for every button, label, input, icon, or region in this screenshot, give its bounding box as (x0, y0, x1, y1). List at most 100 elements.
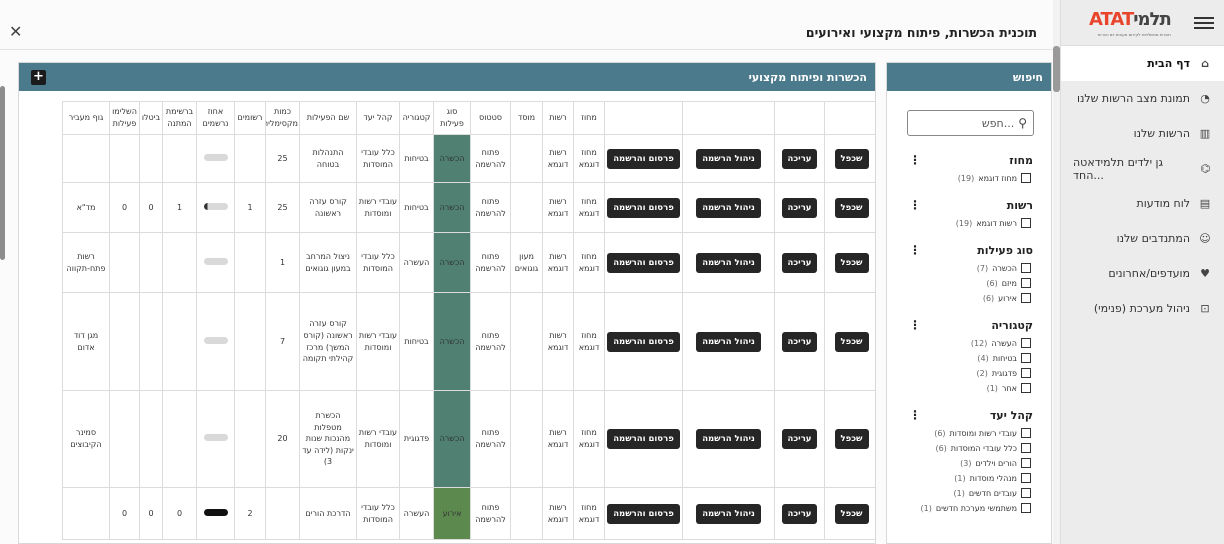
nav-item-users[interactable]: המתנדבים שלנו ☺ (1061, 221, 1224, 256)
more-options-icon[interactable]: ⋮ (909, 408, 921, 422)
cell-name: התנהלות בטוחה (299, 134, 357, 183)
duplicate-button[interactable]: שכפל (834, 503, 869, 524)
edit-button[interactable]: עריכה (781, 148, 818, 169)
duplicate-button[interactable]: שכפל (834, 331, 869, 352)
cell-cancelled (139, 134, 163, 183)
add-button[interactable]: + (31, 69, 46, 85)
cell-cancelled (139, 292, 163, 391)
publish-registration-button[interactable]: פרסום והרשמה (607, 429, 680, 449)
column-header: רשומים (234, 101, 266, 135)
cell-audience: כלל עובדי המוסדות (356, 232, 400, 293)
filter-option[interactable]: הורים וילדים (3) (909, 458, 1031, 468)
filter-option-label: בטיחות (992, 353, 1017, 363)
publish-registration-button[interactable]: פרסום והרשמה (607, 148, 680, 169)
publish-registration-button[interactable]: פרסום והרשמה (607, 252, 680, 273)
filter-checkbox[interactable] (1021, 368, 1031, 378)
filter-option[interactable]: העשרה (12) (909, 338, 1031, 348)
modal-scrollbar[interactable] (0, 86, 5, 260)
filter-option[interactable]: מחוז דוגמא (19) (909, 173, 1031, 183)
publish-registration-button[interactable]: פרסום והרשמה (607, 503, 680, 524)
filter-option[interactable]: עובדים חדשים (1) (909, 488, 1031, 498)
menu-icon[interactable] (1194, 16, 1214, 29)
filter-checkbox[interactable] (1021, 293, 1031, 303)
column-header: שם הפעילות (299, 101, 357, 135)
filter-checkbox[interactable] (1021, 503, 1031, 513)
filter-checkbox[interactable] (1021, 473, 1031, 483)
filter-option[interactable]: עובדי רשות ומוסדות (6) (909, 428, 1031, 438)
filter-option[interactable]: פדגוגית (2) (909, 368, 1031, 378)
filter-checkbox[interactable] (1021, 263, 1031, 273)
duplicate-button[interactable]: שכפל (834, 148, 869, 169)
filter-checkbox[interactable] (1021, 488, 1031, 498)
edit-button[interactable]: עריכה (781, 503, 818, 524)
cell-completed (109, 390, 140, 488)
cell-name: קורס עזרה ראשונה (קורס המשך) מרכז קהילתי… (299, 292, 357, 391)
filter-checkbox[interactable] (1021, 458, 1031, 468)
nav-item-building[interactable]: הרשות שלנו ▥ (1061, 116, 1224, 151)
filter-option[interactable]: אירוע (6) (909, 293, 1031, 303)
edit-button[interactable]: עריכה (781, 197, 818, 218)
registration-progress (196, 390, 235, 488)
cell-authority: רשות דוגמא (542, 182, 574, 233)
nav-item-label: לוח מודעות (1136, 197, 1190, 210)
cell-district: מחוז דוגמא (573, 390, 605, 488)
filter-title: סוג פעילות (977, 244, 1033, 257)
duplicate-button[interactable]: שכפל (834, 429, 869, 449)
close-icon[interactable]: ✕ (9, 22, 23, 41)
edit-button[interactable]: עריכה (781, 252, 818, 273)
edit-button[interactable]: עריכה (781, 429, 818, 449)
nav-item-chart[interactable]: תמונת מצב הרשות שלנו ◔ (1061, 81, 1224, 116)
progress-pill (203, 336, 228, 344)
app-top-bar: ATATתלמי תוכנית ממשלתית לקידום מעונות יו… (1061, 0, 1224, 46)
duplicate-button[interactable]: שכפל (834, 197, 869, 218)
filter-checkbox[interactable] (1021, 218, 1031, 228)
search-input[interactable]: חפש... ⚲ (907, 110, 1034, 136)
filter-option[interactable]: בטיחות (4) (909, 353, 1031, 363)
progress-pill (203, 434, 228, 442)
filter-option-count: (1) (986, 383, 998, 393)
logo[interactable]: ATATתלמי תוכנית ממשלתית לקידום מעונות יו… (1089, 9, 1172, 37)
duplicate-button[interactable]: שכפל (834, 252, 869, 273)
filter-checkbox[interactable] (1021, 443, 1031, 453)
filter-option[interactable]: כלל עובדי המוסדות (6) (909, 443, 1031, 453)
manage-registration-button[interactable]: ניהול הרשמה (696, 252, 761, 273)
cell-cancelled (139, 232, 163, 293)
filter-checkbox[interactable] (1021, 383, 1031, 393)
publish-registration-button[interactable]: פרסום והרשמה (607, 331, 680, 352)
manage-registration-button[interactable]: ניהול הרשמה (696, 503, 761, 524)
manage-registration-button[interactable]: ניהול הרשמה (696, 331, 761, 352)
manage-registration-button[interactable]: ניהול הרשמה (696, 148, 761, 169)
nav-item-home[interactable]: דף הבית ⌂ (1061, 46, 1224, 81)
more-options-icon[interactable]: ⋮ (909, 243, 921, 257)
filter-checkbox[interactable] (1021, 173, 1031, 183)
edit-button[interactable]: עריכה (781, 331, 818, 352)
more-options-icon[interactable]: ⋮ (909, 198, 921, 212)
nav-item-lock[interactable]: ניהול מערכת (פנימי) ⊡ (1061, 291, 1224, 326)
filter-checkbox[interactable] (1021, 278, 1031, 288)
manage-registration-button[interactable]: ניהול הרשמה (696, 429, 761, 449)
cell-provider: רשות פתח-תקווה (62, 232, 110, 293)
column-header: קהל יעד (356, 101, 400, 135)
filter-option[interactable]: מיזם (6) (909, 278, 1031, 288)
filter-checkbox[interactable] (1021, 338, 1031, 348)
more-options-icon[interactable]: ⋮ (909, 153, 921, 167)
filter-option[interactable]: רשות דוגמא (19) (909, 218, 1031, 228)
nav-item-heart[interactable]: מועדפים/אחרונים ♥ (1061, 256, 1224, 291)
nav-item-board[interactable]: לוח מודעות ▤ (1061, 186, 1224, 221)
manage-registration-button[interactable]: ניהול הרשמה (696, 197, 761, 218)
filter-option-count: (6) (935, 443, 947, 453)
filter-option[interactable]: הכשרה (7) (909, 263, 1031, 273)
filter-checkbox[interactable] (1021, 428, 1031, 438)
registration-progress (196, 487, 235, 540)
sidebar-scrollbar[interactable] (1053, 46, 1060, 92)
filter-option[interactable]: אחר (1) (909, 383, 1031, 393)
table-row: שכפל עריכה ניהול הרשמה פרסום והרשמה מחוז דוג… (62, 232, 875, 293)
filter-option[interactable]: מנהלי מוסדות (1) (909, 473, 1031, 483)
filter-option[interactable]: משתמשי מערכת חדשים (1) (909, 503, 1031, 513)
publish-registration-button[interactable]: פרסום והרשמה (607, 197, 680, 218)
cell-category: בטיחות (399, 292, 434, 391)
search-panel: חיפוש חפש... ⚲ מחוז ⋮ מחוז דוגמא (19) רשות ⋮ ר… (886, 62, 1052, 544)
more-options-icon[interactable]: ⋮ (909, 318, 921, 332)
filter-checkbox[interactable] (1021, 353, 1031, 363)
nav-item-institution[interactable]: גן ילדים תלמידאטה החד... ⌬ (1061, 151, 1224, 186)
